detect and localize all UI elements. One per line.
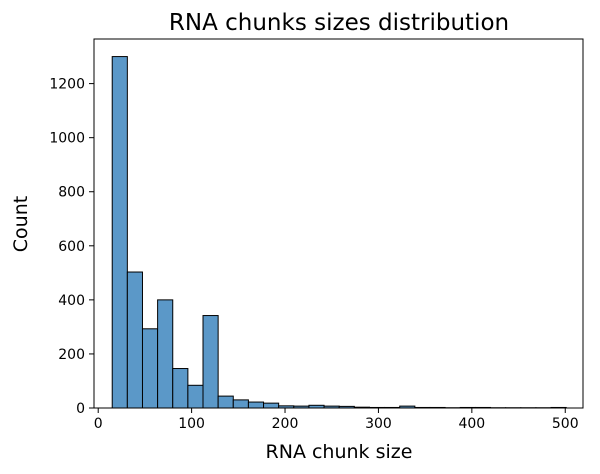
histogram-bar-5 bbox=[187, 384, 204, 409]
x-tick-label: 300 bbox=[365, 416, 392, 432]
y-tick-label: 800 bbox=[58, 185, 85, 201]
y-tick-label: 0 bbox=[76, 401, 85, 417]
histogram-bar-0 bbox=[111, 56, 128, 409]
x-tick-label: 100 bbox=[178, 416, 205, 432]
x-tick-label: 0 bbox=[94, 416, 103, 432]
y-tick-label: 1200 bbox=[49, 77, 85, 93]
x-tick-label: 200 bbox=[272, 416, 299, 432]
x-tick-label: 400 bbox=[458, 416, 485, 432]
x-tick-label: 500 bbox=[552, 416, 579, 432]
histogram-bar-8 bbox=[232, 399, 249, 409]
histogram-bar-6 bbox=[202, 315, 219, 409]
plot-frame bbox=[93, 38, 584, 409]
y-tick-label: 1000 bbox=[49, 131, 85, 147]
histogram-bar-7 bbox=[217, 395, 234, 409]
histogram-bar-3 bbox=[157, 299, 174, 409]
histogram-bar-10 bbox=[263, 402, 280, 409]
y-tick-label: 600 bbox=[58, 239, 85, 255]
x-axis: 0 100 200 300 400 500 bbox=[94, 408, 579, 432]
y-tick-label: 400 bbox=[58, 293, 85, 309]
bars-group bbox=[111, 56, 567, 409]
y-tick-label: 200 bbox=[58, 347, 85, 363]
histogram-bar-4 bbox=[172, 368, 189, 409]
histogram-bar-9 bbox=[247, 401, 265, 409]
y-axis: 0 200 400 600 800 1000 1200 bbox=[49, 77, 94, 417]
histogram-bar-2 bbox=[141, 328, 159, 409]
y-axis-label: Count bbox=[10, 196, 32, 252]
histogram-bar-1 bbox=[126, 271, 143, 409]
chart-title: RNA chunks sizes distribution bbox=[169, 10, 509, 36]
x-axis-label: RNA chunk size bbox=[266, 441, 413, 463]
